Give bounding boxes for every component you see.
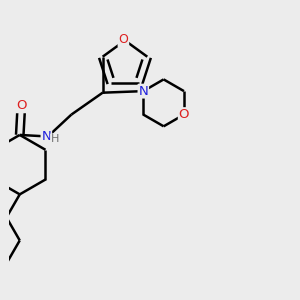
Text: O: O — [16, 99, 27, 112]
Text: O: O — [179, 108, 189, 121]
Text: H: H — [51, 134, 59, 144]
Text: N: N — [139, 85, 148, 98]
Text: N: N — [41, 130, 51, 143]
Text: O: O — [118, 33, 128, 46]
